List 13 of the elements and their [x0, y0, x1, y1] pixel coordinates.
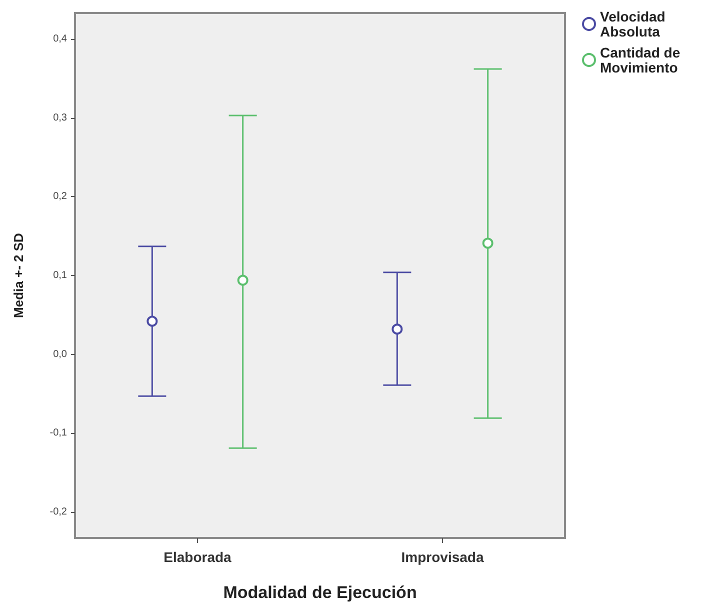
x-axis-title: Modalidad de Ejecución — [223, 583, 417, 602]
y-tick-label: 0,3 — [53, 112, 68, 124]
legend-label: Cantidad de Movimiento — [600, 44, 684, 76]
y-axis-title: Media +- 2 SD — [11, 233, 26, 318]
y-tick-label: -0,1 — [50, 428, 68, 439]
legend-label: Velocidad Absoluta — [600, 8, 670, 40]
y-tick-label: 0,1 — [53, 270, 68, 281]
y-tick-label: -0,2 — [50, 506, 68, 518]
y-tick-label: 0,0 — [53, 348, 68, 360]
x-tick-label: Elaborada — [164, 549, 232, 565]
y-tick-label: 0,2 — [53, 191, 68, 202]
x-tick-label: Improvisada — [401, 549, 484, 565]
y-tick-label: 0,4 — [53, 34, 68, 45]
